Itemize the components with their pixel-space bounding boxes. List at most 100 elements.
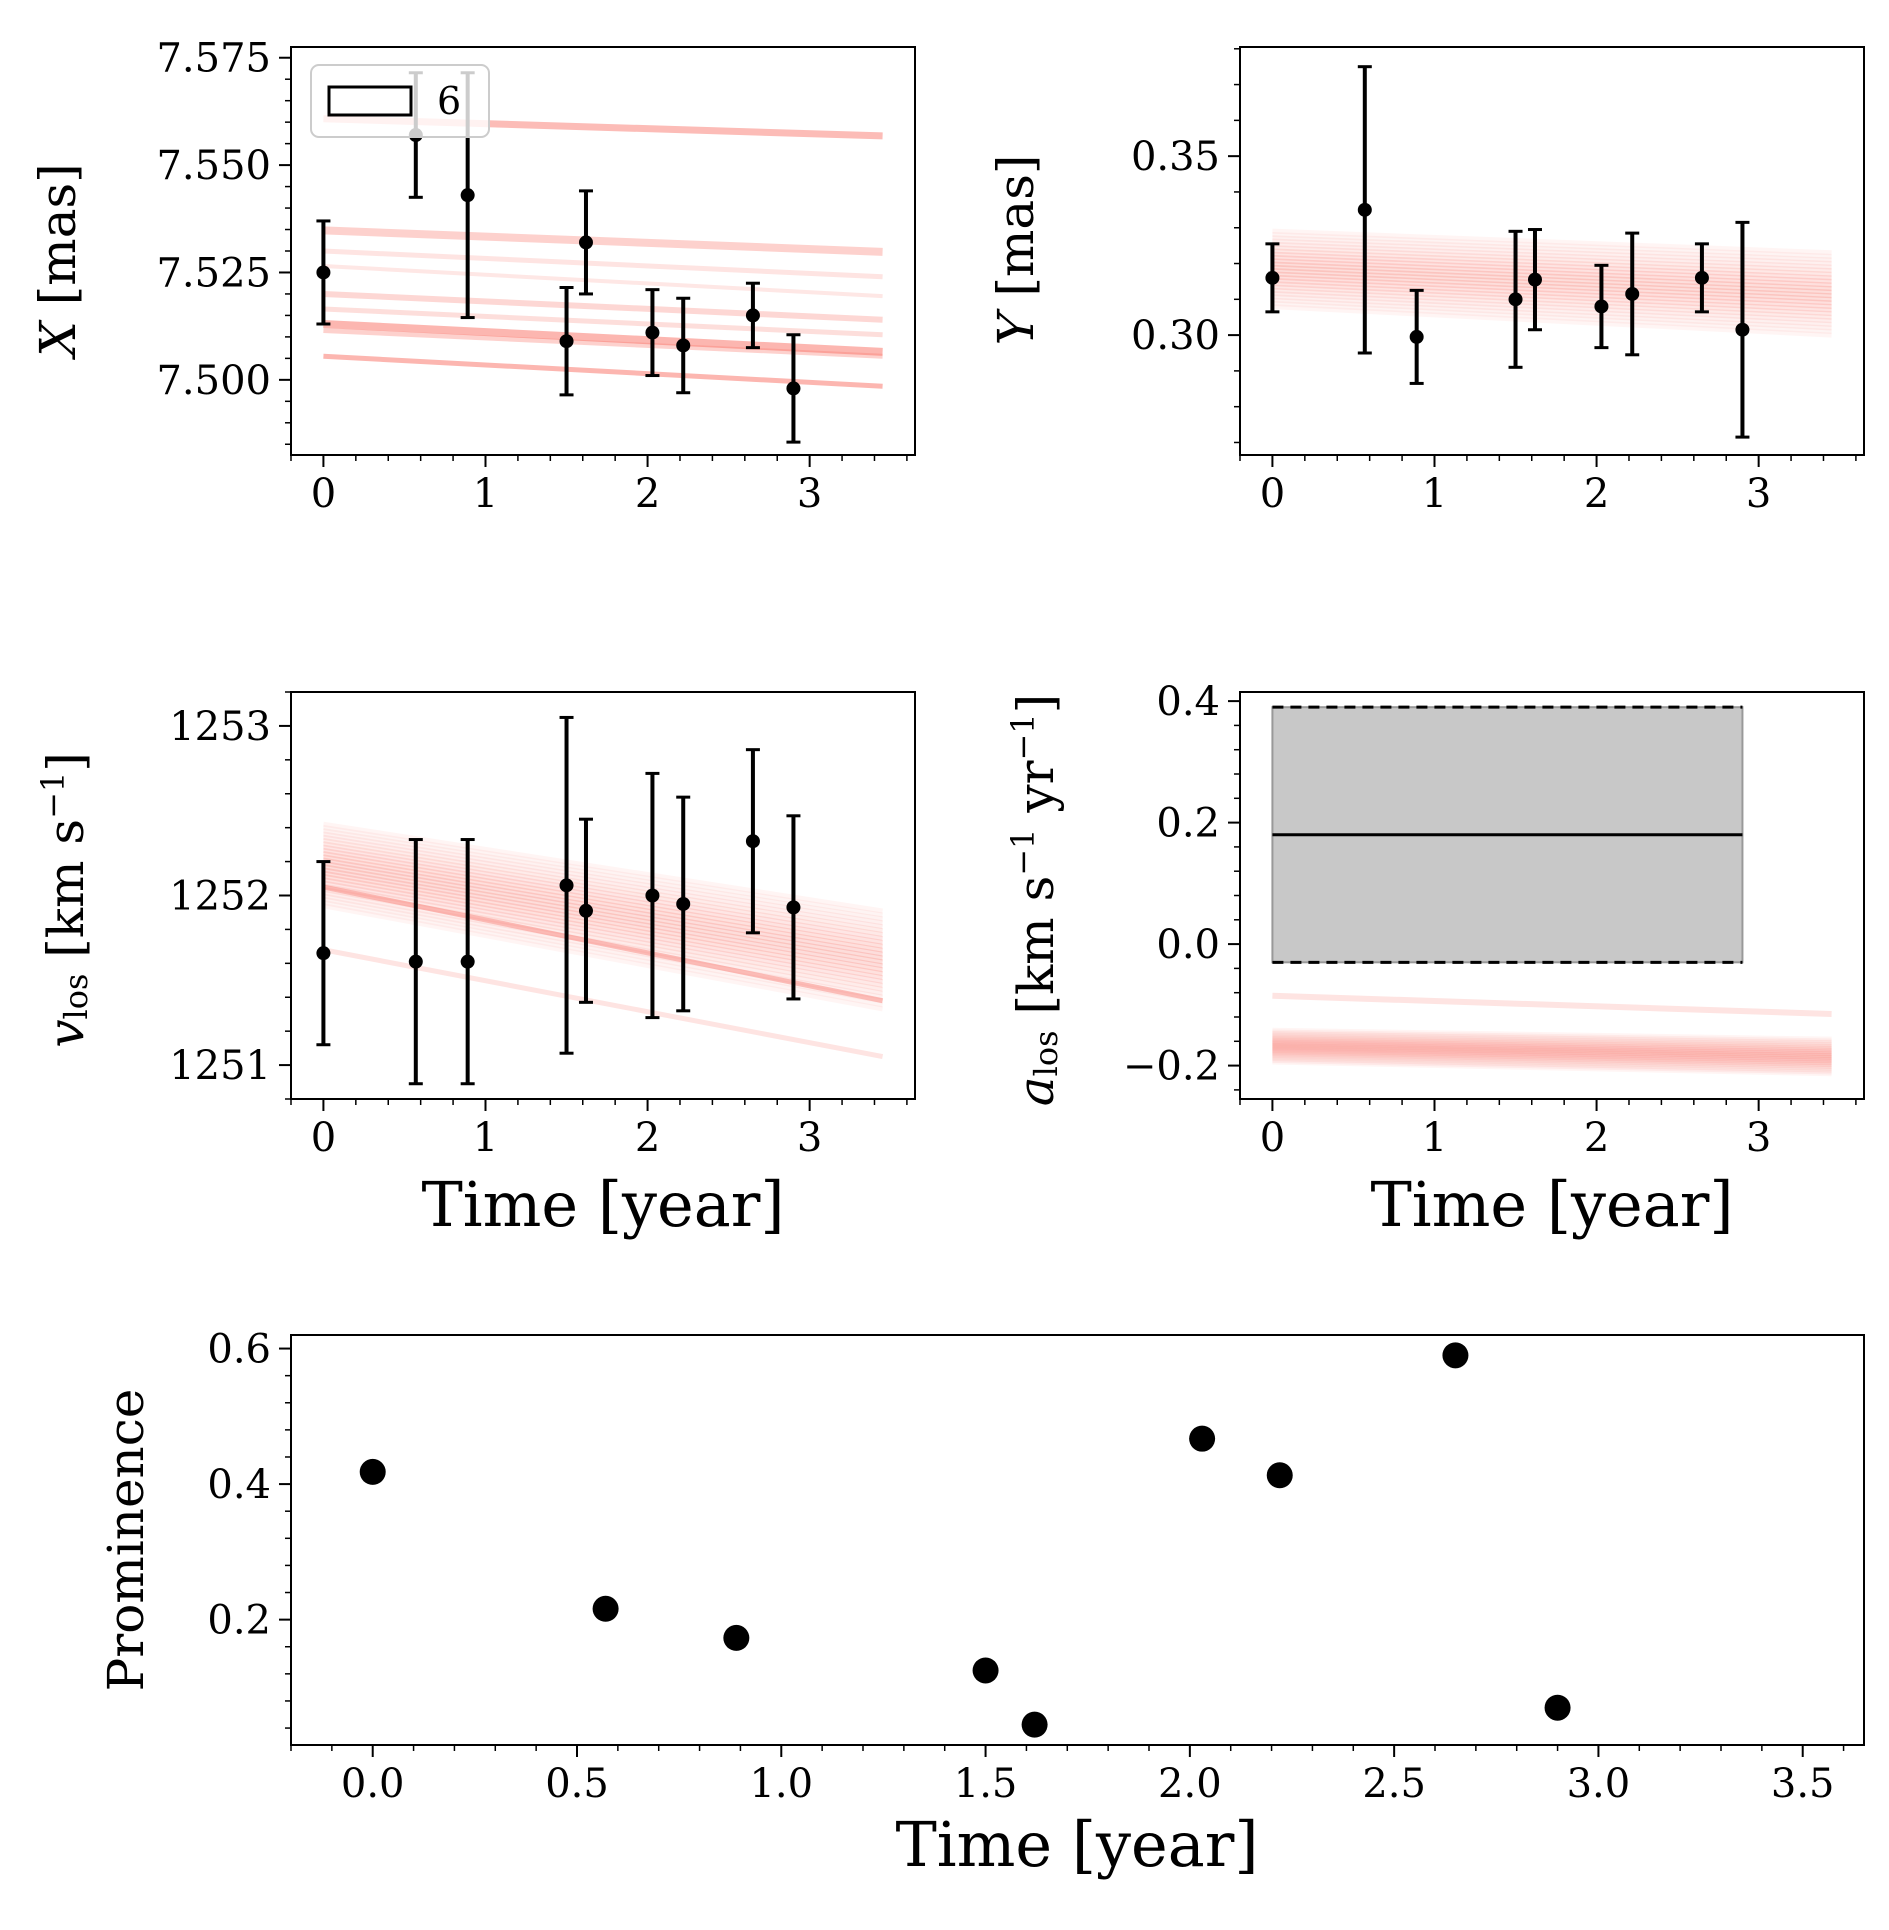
x-tick-label: 3.0 xyxy=(1567,1761,1631,1807)
model-line xyxy=(1272,1027,1832,1042)
x-tick-label: 0 xyxy=(1260,1115,1285,1161)
y-axis-label: Y [mas] xyxy=(987,155,1045,346)
y-tick-label: 0.4 xyxy=(1156,679,1220,725)
x-tick-label: 3 xyxy=(1746,1115,1771,1161)
model-line xyxy=(1272,1056,1832,1073)
y-tick-label: 0.4 xyxy=(207,1462,271,1508)
x-tick-label: 0 xyxy=(311,1115,336,1161)
data-point xyxy=(1625,286,1640,301)
data-point xyxy=(745,834,760,849)
y-tick-label: 7.575 xyxy=(156,36,271,82)
x-tick-label: 1 xyxy=(473,1115,498,1161)
y-tick-label: 0.6 xyxy=(207,1327,271,1373)
legend-swatch xyxy=(327,85,413,117)
data-point xyxy=(745,308,760,323)
y-tick-label: 1251 xyxy=(169,1043,271,1089)
x-tick-label: 3 xyxy=(1746,471,1771,517)
y-tick-label: 1253 xyxy=(169,704,271,750)
data-point xyxy=(316,946,331,961)
data-point xyxy=(1508,292,1523,307)
data-point xyxy=(1266,1462,1293,1489)
data-point xyxy=(559,334,574,349)
y-tick-label: 7.500 xyxy=(156,358,271,404)
axes-frame xyxy=(1239,46,1865,456)
plot-area xyxy=(1265,65,1832,439)
model-line xyxy=(1272,992,1832,1017)
model-line xyxy=(323,327,883,359)
data-point xyxy=(460,188,475,203)
panel-los-velocity: 0 1 2 3 1251 1252 1253 Time [year] vlos [km s−1] xyxy=(34,691,916,1241)
model-line xyxy=(1272,1037,1832,1053)
y-tick-label: 7.525 xyxy=(156,250,271,296)
data-point xyxy=(408,954,423,969)
data-point xyxy=(1442,1342,1469,1369)
data-point xyxy=(559,878,574,893)
x-tick-label: 1 xyxy=(1422,471,1447,517)
y-tick-label: 0.2 xyxy=(207,1598,271,1644)
data-point xyxy=(1594,299,1609,314)
plot-area xyxy=(359,1342,1571,1738)
model-line xyxy=(323,248,883,280)
x-axis-label: Time [year] xyxy=(1370,1168,1733,1241)
x-axis-label: Time [year] xyxy=(895,1808,1258,1881)
x-tick-label: 0.5 xyxy=(545,1761,609,1807)
y-tick-label: 0.35 xyxy=(1131,134,1220,180)
model-line xyxy=(1272,1051,1832,1068)
data-point xyxy=(1409,329,1424,344)
model-line xyxy=(1272,1049,1832,1066)
x-tick-label: 2 xyxy=(1584,1115,1609,1161)
model-line xyxy=(1272,1034,1832,1049)
model-line xyxy=(1272,1047,1832,1064)
y-tick-label: 7.550 xyxy=(156,143,271,189)
model-line xyxy=(1272,1044,1832,1060)
model-line xyxy=(1272,1054,1832,1071)
model-line xyxy=(323,306,883,338)
x-tick-label: 1.5 xyxy=(954,1761,1018,1807)
data-point xyxy=(786,381,801,396)
data-point xyxy=(645,888,660,903)
model-line xyxy=(1272,1042,1832,1059)
y-tick-label: 1252 xyxy=(169,874,271,920)
x-tick-label: 3.5 xyxy=(1771,1761,1835,1807)
data-point xyxy=(359,1458,386,1485)
model-line xyxy=(1272,1041,1832,1057)
data-point xyxy=(1527,272,1542,287)
data-point xyxy=(1694,270,1709,285)
x-axis-label: Time [year] xyxy=(421,1168,784,1241)
model-line xyxy=(1272,1036,1832,1051)
data-point xyxy=(460,954,475,969)
model-line xyxy=(323,290,883,323)
x-tick-label: 3 xyxy=(797,1115,822,1161)
x-tick-label: 3 xyxy=(797,471,822,517)
x-tick-label: 2 xyxy=(1584,471,1609,517)
x-tick-label: 1 xyxy=(473,471,498,517)
x-tick-label: 2 xyxy=(635,471,660,517)
data-point xyxy=(592,1595,619,1622)
model-line xyxy=(1272,1052,1832,1070)
plot-area xyxy=(316,715,884,1086)
data-point xyxy=(1357,202,1372,217)
y-axis-label: vlos [km s−1] xyxy=(34,752,95,1048)
y-axis-label: X [mas] xyxy=(29,163,87,360)
model-line xyxy=(1272,1059,1832,1077)
data-point xyxy=(1265,270,1280,285)
y-axis-label: alos [km s−1 yr−1] xyxy=(1004,694,1065,1106)
data-point xyxy=(645,325,660,340)
y-tick-label: 0.30 xyxy=(1131,313,1220,359)
data-point xyxy=(676,896,691,911)
data-point xyxy=(786,900,801,915)
y-tick-label: 0.0 xyxy=(1156,922,1220,968)
plot-area xyxy=(1271,705,1832,1077)
data-point xyxy=(1735,322,1750,337)
x-tick-label: 0 xyxy=(1260,471,1285,517)
x-tick-label: 1.0 xyxy=(749,1761,813,1807)
x-tick-label: 2.0 xyxy=(1158,1761,1222,1807)
axes-frame xyxy=(290,1334,1865,1746)
y-tick-label: −0.2 xyxy=(1123,1044,1220,1090)
model-line xyxy=(323,320,883,356)
model-line xyxy=(1272,1032,1832,1048)
data-point xyxy=(1021,1711,1048,1738)
x-tick-label: 2 xyxy=(635,1115,660,1161)
legend-box xyxy=(310,64,490,138)
